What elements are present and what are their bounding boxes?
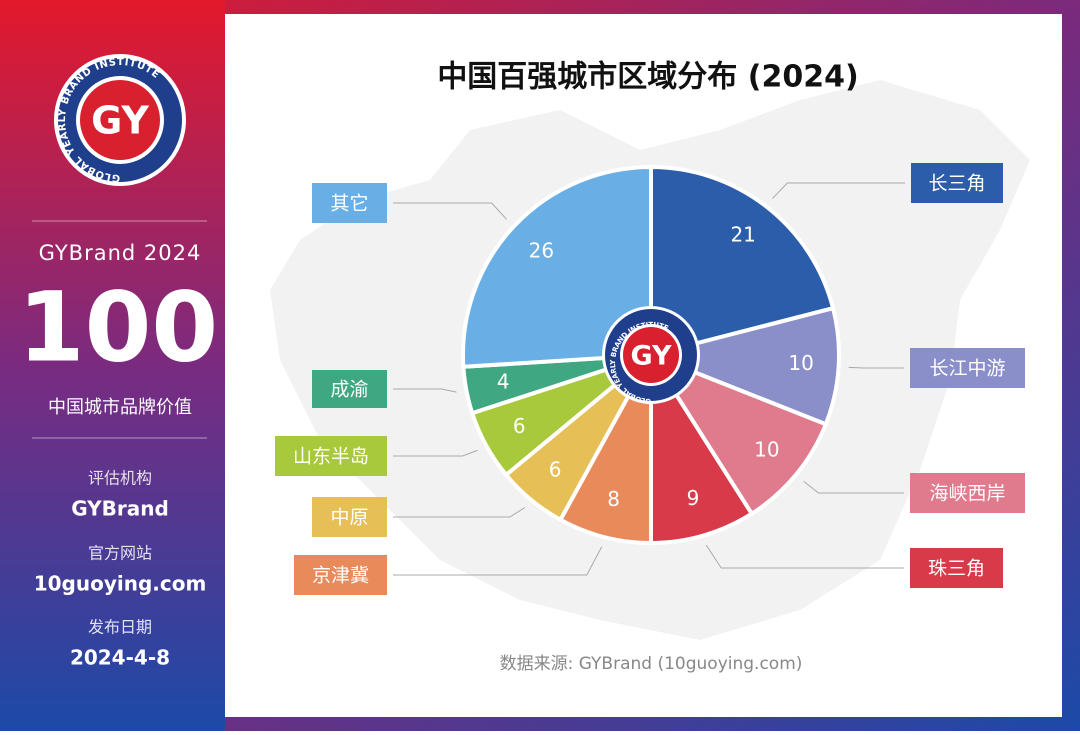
- category-label: 长三角: [928, 173, 985, 195]
- category-label: 中原: [330, 507, 368, 529]
- label-box: [911, 163, 1003, 203]
- value-label: 10: [754, 437, 779, 461]
- category-label: 京津冀: [312, 565, 369, 587]
- source: 数据来源: GYBrand (10guoying.com): [500, 654, 803, 674]
- leader-line: [771, 182, 905, 199]
- label-box: [910, 548, 1003, 588]
- value-label: 9: [687, 486, 700, 510]
- label-box: [312, 183, 387, 223]
- category-label: 长江中游: [929, 358, 1005, 380]
- leader-line: [393, 546, 603, 576]
- leader-line: [705, 544, 904, 569]
- value-label: 4: [497, 370, 510, 394]
- center-logo: GLOBAL YEARLY BRAND INSTITUTE GY: [602, 306, 700, 405]
- site: 10guoying.com: [34, 572, 207, 596]
- leader-line: [393, 507, 526, 518]
- leader-line: [393, 388, 457, 393]
- value-label: 8: [607, 487, 620, 511]
- big-number: 100: [18, 271, 218, 383]
- label-box: [312, 497, 387, 537]
- org: GYBrand: [71, 497, 169, 521]
- label-box: [275, 436, 387, 476]
- category-label: 其它: [330, 193, 368, 215]
- brand-year: GYBrand 2024: [39, 241, 202, 265]
- leader-line: [848, 366, 904, 369]
- category-label: 海峡西岸: [929, 483, 1005, 505]
- leader-line: [393, 449, 478, 457]
- label-box: [910, 348, 1025, 388]
- subtitle: 中国城市品牌价值: [48, 397, 192, 418]
- site-label: 官方网站: [88, 544, 152, 563]
- category-label: 山东半岛: [293, 446, 369, 468]
- value-label: 21: [730, 223, 755, 247]
- pie-slice: [649, 348, 755, 546]
- value-label: 6: [513, 414, 526, 438]
- date-label: 发布日期: [88, 618, 152, 637]
- category-label: 珠三角: [928, 558, 985, 580]
- pie-slice: [644, 305, 841, 427]
- chart-title: 中国百强城市区域分布 (2024): [437, 60, 858, 95]
- center-logo-core: [623, 327, 679, 383]
- value-label: 10: [788, 351, 813, 375]
- label-box: [312, 370, 387, 408]
- date: 2024-4-8: [70, 646, 170, 670]
- leader-line: [803, 480, 904, 494]
- logo-text: GY: [91, 99, 149, 143]
- pie-slice: [461, 164, 653, 369]
- org-label: 评估机构: [88, 469, 152, 488]
- pie-slice: [649, 164, 836, 358]
- pie-slice: [646, 350, 829, 517]
- value-label: 26: [529, 239, 554, 263]
- category-label: 成渝: [330, 379, 368, 401]
- label-box: [910, 473, 1025, 513]
- logo-core: [80, 80, 160, 160]
- value-label: 6: [549, 457, 562, 481]
- center-logo-text: GY: [630, 341, 672, 372]
- leader-line: [393, 202, 508, 220]
- label-box: [294, 555, 387, 595]
